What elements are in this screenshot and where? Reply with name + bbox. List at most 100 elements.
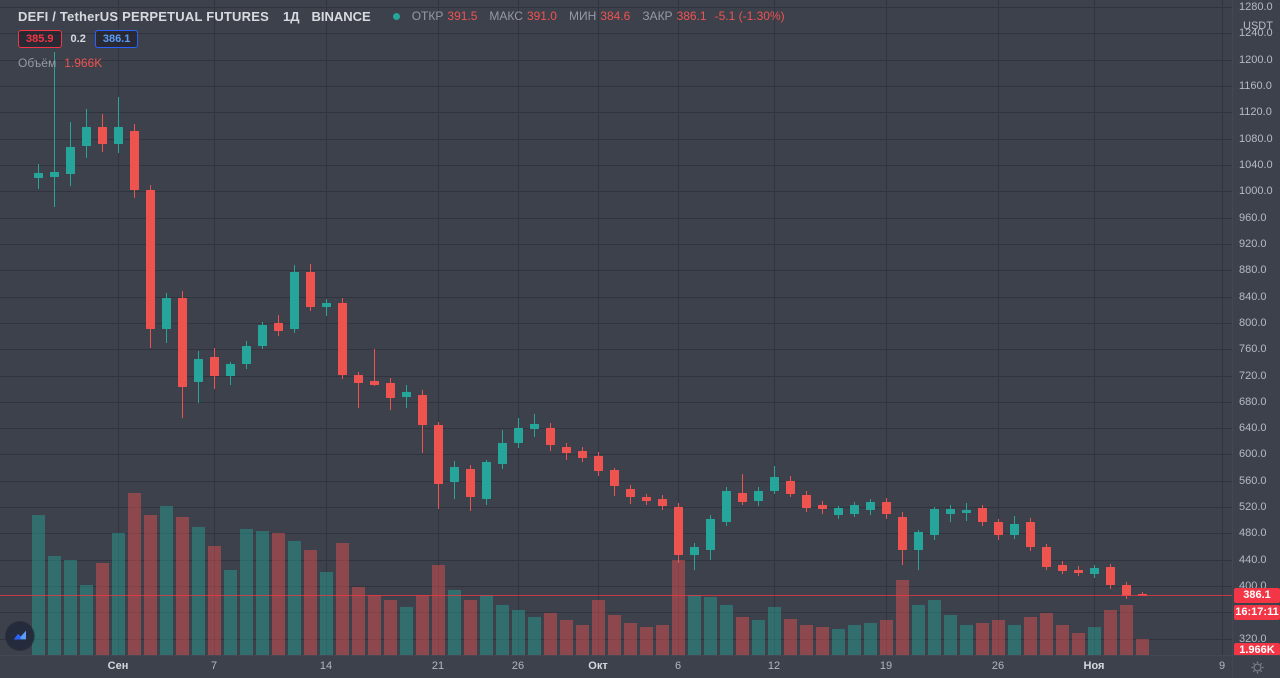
- time-tick-label: Окт: [588, 660, 608, 672]
- candle: [290, 272, 299, 329]
- candle: [690, 547, 699, 555]
- volume-bar: [48, 556, 61, 655]
- volume-bar: [864, 623, 877, 655]
- axis-settings-gear-icon[interactable]: [1250, 661, 1264, 674]
- close-label: ЗАКР: [642, 9, 673, 23]
- sell-price-button[interactable]: 385.9: [18, 30, 62, 48]
- time-tick-label: 19: [879, 660, 893, 672]
- candle: [834, 508, 843, 515]
- close-value: 386.1: [676, 9, 707, 23]
- horizontal-gridline: [0, 165, 1232, 166]
- horizontal-gridline: [0, 349, 1232, 350]
- candle: [610, 470, 619, 486]
- candle: [210, 357, 219, 376]
- volume-bar: [672, 560, 685, 655]
- volume-bar: [96, 563, 109, 655]
- candle: [82, 127, 91, 146]
- time-axis[interactable]: Сен 7 14 21 26 Окт 6 12 19 26 Ноя 9: [0, 655, 1232, 678]
- time-tick-label: 26: [991, 660, 1005, 672]
- candle: [370, 381, 379, 385]
- candle-wick: [118, 97, 119, 153]
- price-tick-label: 760.0: [1239, 343, 1267, 355]
- volume-bar: [848, 625, 861, 655]
- volume-bar: [976, 623, 989, 655]
- volume-bar: [832, 629, 845, 655]
- horizontal-gridline: [0, 218, 1232, 219]
- candle: [306, 272, 315, 307]
- horizontal-gridline: [0, 112, 1232, 113]
- price-tick-label: 920.0: [1239, 238, 1267, 250]
- volume-bar: [512, 610, 525, 655]
- tradingview-logo-button[interactable]: [6, 622, 34, 650]
- candle: [930, 509, 939, 535]
- horizontal-gridline: [0, 323, 1232, 324]
- volume-bar: [80, 585, 93, 655]
- price-tick-label: 840.0: [1239, 291, 1267, 303]
- horizontal-gridline: [0, 612, 1232, 613]
- candle: [658, 499, 667, 506]
- volume-bar: [448, 590, 461, 655]
- volume-bar: [640, 627, 653, 655]
- price-tick-label: 600.0: [1239, 448, 1267, 460]
- symbol-name[interactable]: DEFI / TetherUS PERPETUAL FUTURES: [18, 8, 269, 24]
- candle: [402, 392, 411, 397]
- volume-value: 1.966K: [64, 56, 103, 70]
- volume-bar: [608, 615, 621, 655]
- vertical-gridline: [678, 0, 679, 655]
- vertical-gridline: [998, 0, 999, 655]
- chart-pane[interactable]: DEFI / TetherUS PERPETUAL FUTURES 1Д BIN…: [0, 0, 1232, 655]
- horizontal-gridline: [0, 428, 1232, 429]
- volume-bar: [576, 625, 589, 655]
- candle: [418, 395, 427, 425]
- price-tick-label: 1080.0: [1239, 133, 1273, 145]
- candle: [258, 325, 267, 346]
- price-tick-label: 1120.0: [1239, 106, 1272, 118]
- candle-wick: [358, 372, 359, 408]
- candle-wick: [374, 349, 375, 386]
- candle: [1010, 524, 1019, 535]
- volume-bar: [752, 620, 765, 655]
- price-tick-label: 1200.0: [1239, 54, 1273, 66]
- volume-bar: [304, 550, 317, 655]
- price-tick-label: 560.0: [1239, 475, 1267, 487]
- candle: [354, 375, 363, 383]
- volume-bar: [784, 619, 797, 655]
- candle: [194, 359, 203, 382]
- volume-bar: [1120, 605, 1133, 655]
- price-tick-label: 1280.0: [1239, 1, 1273, 13]
- horizontal-gridline: [0, 533, 1232, 534]
- vertical-gridline: [118, 0, 119, 655]
- candle: [226, 364, 235, 376]
- candle: [242, 346, 251, 364]
- horizontal-gridline: [0, 639, 1232, 640]
- buy-price-button[interactable]: 386.1: [94, 30, 139, 48]
- volume-bar: [560, 620, 573, 655]
- volume-bar: [1104, 610, 1117, 655]
- candle: [1106, 567, 1115, 585]
- candle: [786, 481, 795, 494]
- interval-label[interactable]: 1Д: [282, 8, 300, 24]
- volume-bar: [944, 615, 957, 655]
- candle: [850, 505, 859, 514]
- volume-bar: [1088, 627, 1101, 655]
- candle: [994, 522, 1003, 535]
- candle: [514, 428, 523, 443]
- low-label: МИН: [568, 9, 597, 23]
- price-axis[interactable]: 1280.0 1240.0 1200.0 1160.0 1120.0 1080.0 1040…: [1232, 0, 1280, 658]
- horizontal-gridline: [0, 402, 1232, 403]
- candle-wick: [742, 474, 743, 505]
- candle: [162, 298, 171, 329]
- candle: [706, 519, 715, 550]
- volume-bar: [416, 595, 429, 655]
- volume-bar: [160, 506, 173, 655]
- price-tick-label: 1160.0: [1239, 80, 1272, 92]
- volume-bar: [720, 605, 733, 655]
- price-tick-label: 680.0: [1239, 396, 1267, 408]
- exchange-label: BINANCE: [311, 8, 371, 24]
- candle: [146, 190, 155, 329]
- candle: [1090, 568, 1099, 574]
- high-label: МАКС: [489, 9, 523, 23]
- volume-bar: [400, 607, 413, 655]
- volume-bar: [528, 617, 541, 655]
- candle: [898, 517, 907, 550]
